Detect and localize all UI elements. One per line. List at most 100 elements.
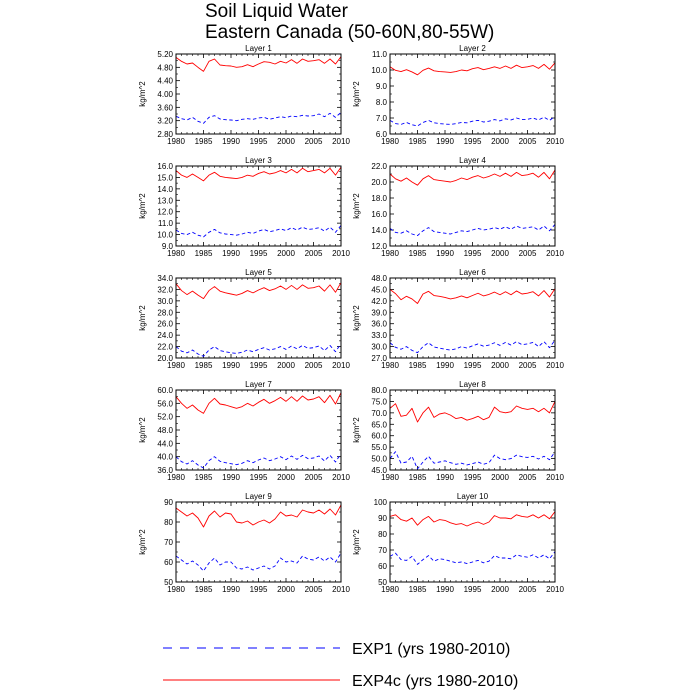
series-exp4c-line	[389, 62, 556, 76]
y-tick-label: 16.0	[157, 162, 173, 171]
series-exp1-line	[175, 343, 342, 357]
x-tick-label: 1995	[250, 361, 268, 370]
y-axis-label: kg/m^2	[352, 529, 361, 555]
y-tick-label: 14.0	[371, 226, 387, 235]
x-tick-label: 2005	[519, 361, 537, 370]
y-tick-label: 9.0	[162, 242, 174, 251]
y-tick-label: 80	[378, 530, 387, 539]
panel-title: Layer 2	[459, 44, 486, 53]
x-tick-label: 1995	[250, 585, 268, 594]
x-tick-label: 2005	[519, 585, 537, 594]
x-tick-label: 1980	[167, 473, 185, 482]
y-tick-label: 50	[164, 578, 173, 587]
panel-layer-9: Layer 9 kg/m^2 1980 1985 1990 1995 2000 2005 201…	[138, 492, 350, 594]
plot-frame	[175, 277, 342, 359]
y-tick-label: 3.60	[157, 103, 173, 112]
plot-frame	[175, 389, 342, 471]
x-tick-label: 2010	[546, 249, 564, 258]
y-tick-label: 40.0	[157, 453, 173, 462]
panel-title: Layer 9	[245, 492, 272, 501]
plot-frame	[389, 389, 556, 471]
y-tick-label: 39.0	[371, 308, 387, 317]
y-tick-label: 50.0	[371, 455, 387, 464]
figure-subtitle: Eastern Canada (50-60N,80-55W)	[205, 22, 494, 43]
y-tick-label: 12.0	[157, 208, 173, 217]
x-tick-label: 1985	[195, 585, 213, 594]
series-exp4c-line	[175, 282, 342, 300]
y-tick-label: 5.20	[157, 50, 173, 59]
y-tick-label: 11.0	[372, 50, 388, 59]
x-tick-label: 2000	[277, 361, 295, 370]
x-tick-label: 1980	[167, 361, 185, 370]
panel-title: Layer 3	[245, 156, 272, 165]
x-tick-label: 2010	[332, 249, 350, 258]
y-tick-label: 9.0	[376, 82, 388, 91]
x-tick-label: 2010	[546, 585, 564, 594]
y-axis-label: kg/m^2	[138, 417, 147, 443]
x-tick-label: 1995	[464, 361, 482, 370]
x-tick-label: 1980	[167, 137, 185, 146]
x-tick-label: 2000	[277, 249, 295, 258]
x-tick-label: 2005	[305, 361, 323, 370]
series-exp4c-line	[389, 401, 556, 423]
y-tick-label: 27.0	[371, 354, 387, 363]
y-tick-label: 32.0	[157, 285, 173, 294]
series-exp1-line	[175, 111, 342, 124]
plot-frame	[389, 277, 556, 359]
y-tick-label: 16.0	[371, 210, 387, 219]
x-tick-label: 1990	[436, 585, 454, 594]
y-tick-label: 22.0	[371, 162, 387, 171]
y-tick-label: 90	[378, 514, 387, 523]
y-axis-label: kg/m^2	[352, 81, 361, 107]
y-tick-label: 20.0	[371, 178, 387, 187]
x-tick-label: 1990	[222, 473, 240, 482]
series-exp1-line	[389, 451, 556, 470]
y-tick-label: 48.0	[157, 426, 173, 435]
x-tick-label: 1980	[167, 585, 185, 594]
y-tick-label: 13.0	[157, 196, 173, 205]
x-tick-label: 1985	[195, 473, 213, 482]
x-tick-label: 1990	[436, 249, 454, 258]
x-tick-label: 1990	[222, 361, 240, 370]
series-exp1-line	[175, 552, 342, 572]
panel-layer-1: Layer 1 kg/m^2 1980 1985 1990 1995 2000 2005 201…	[138, 44, 350, 146]
figure-title: Soil Liquid Water	[205, 1, 349, 22]
y-tick-label: 90	[164, 498, 173, 507]
panel-layer-2: Layer 2 kg/m^2 1980 1985 1990 1995 2000 2005 201…	[352, 44, 564, 146]
y-tick-label: 33.0	[371, 331, 387, 340]
x-tick-label: 1990	[222, 249, 240, 258]
x-tick-label: 1985	[195, 361, 213, 370]
x-tick-label: 1980	[381, 585, 399, 594]
series-exp1-line	[389, 116, 556, 127]
series-exp4c-line	[175, 504, 342, 528]
plot-frame	[175, 501, 342, 583]
x-tick-label: 2000	[277, 137, 295, 146]
y-tick-label: 30.0	[371, 343, 387, 352]
x-tick-label: 2000	[491, 473, 509, 482]
y-tick-label: 75.0	[371, 397, 387, 406]
x-tick-label: 1990	[436, 361, 454, 370]
legend-exp1-label: EXP1 (yrs 1980-2010)	[352, 641, 510, 658]
x-tick-label: 2005	[519, 249, 537, 258]
x-tick-label: 2010	[546, 361, 564, 370]
x-tick-label: 2000	[491, 249, 509, 258]
series-exp4c-line	[175, 166, 342, 182]
y-tick-label: 70.0	[371, 409, 387, 418]
y-tick-label: 2.80	[157, 130, 173, 139]
panel-layer-10: Layer 10 kg/m^2 1980 1985 1990 1995 2000 2005 20…	[352, 492, 564, 594]
y-tick-label: 12.0	[371, 242, 387, 251]
series-exp4c-line	[389, 288, 556, 304]
panel-layer-5: Layer 5 kg/m^2 1980 1985 1990 1995 2000 2005 201…	[138, 268, 350, 370]
plot-frame	[389, 165, 556, 247]
panel-layer-6: Layer 6 kg/m^2 1980 1985 1990 1995 2000 2005 201…	[352, 268, 564, 370]
y-tick-label: 60.0	[371, 432, 387, 441]
y-tick-label: 80.0	[371, 386, 387, 395]
x-tick-label: 1985	[409, 585, 427, 594]
x-tick-label: 1985	[409, 361, 427, 370]
y-tick-label: 52.0	[157, 413, 173, 422]
x-tick-label: 1990	[222, 585, 240, 594]
series-exp4c-line	[389, 511, 556, 527]
y-axis-label: kg/m^2	[138, 81, 147, 107]
panel-layer-3: Layer 3 kg/m^2 1980 1985 1990 1995 2000 2005 201…	[138, 156, 350, 258]
x-tick-label: 2000	[491, 361, 509, 370]
